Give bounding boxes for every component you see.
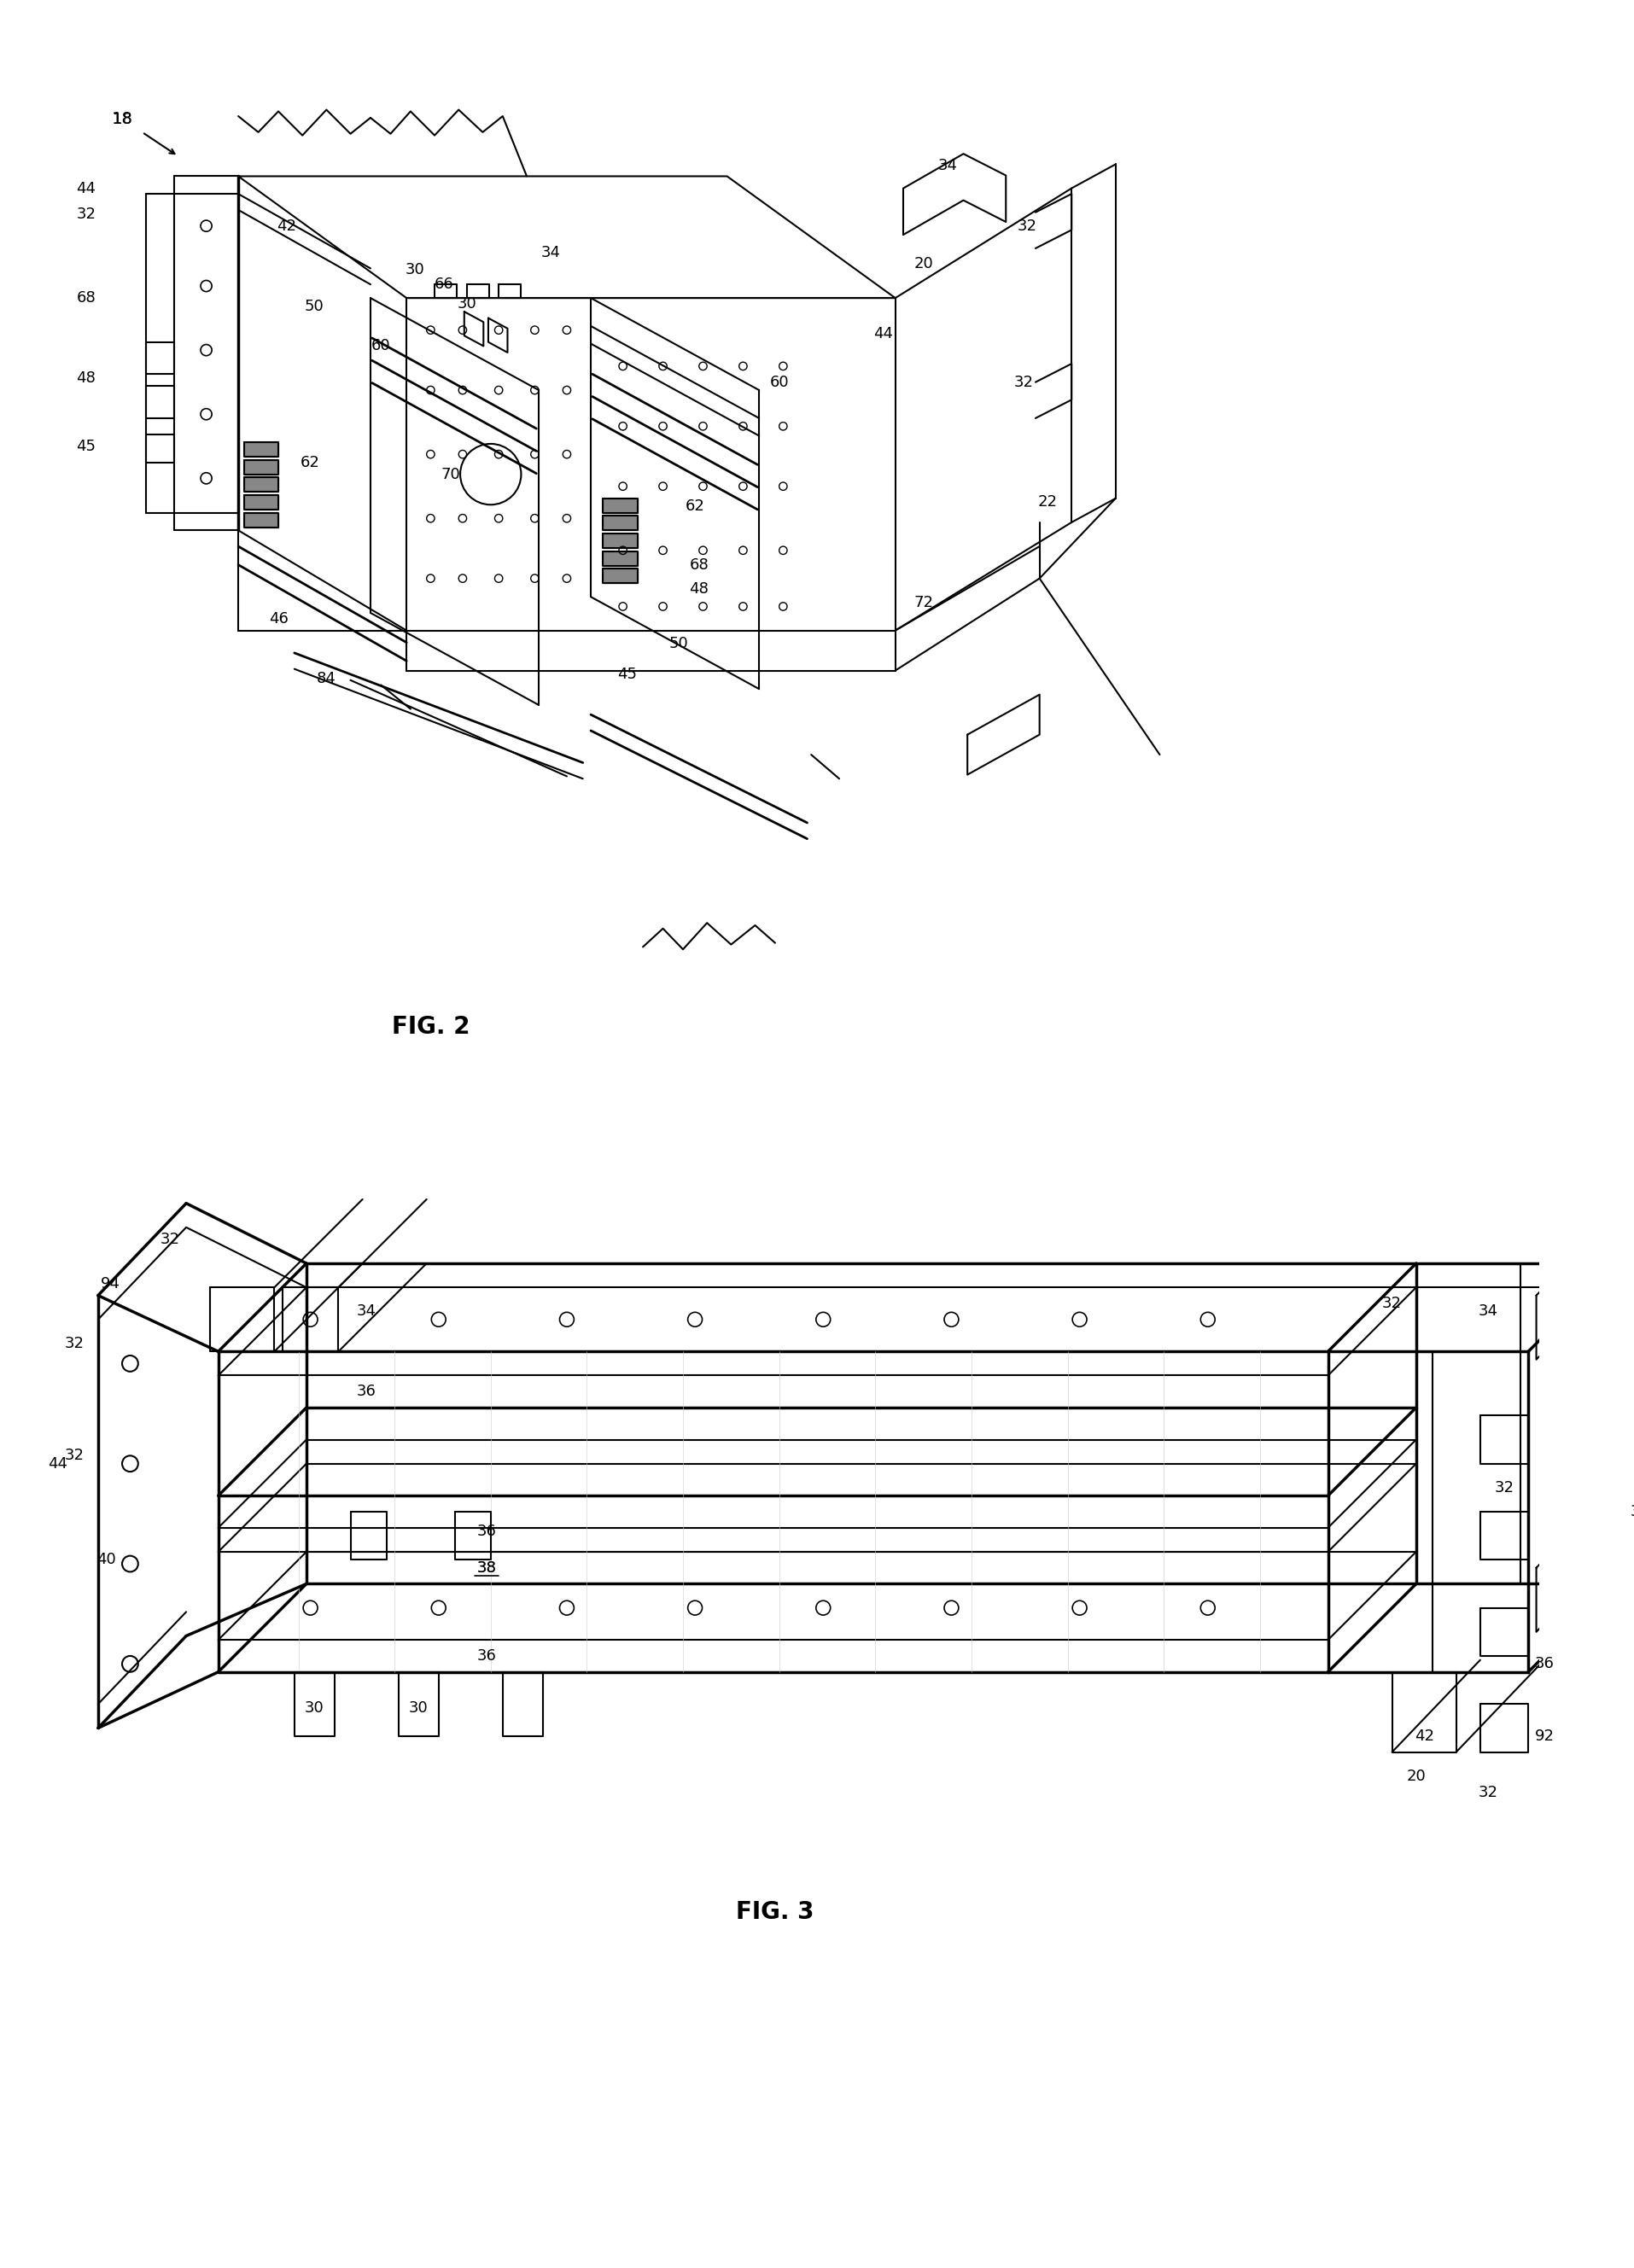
- Text: 34: 34: [938, 159, 958, 175]
- Polygon shape: [243, 513, 278, 526]
- Polygon shape: [243, 479, 278, 492]
- Text: 36: 36: [1534, 1656, 1554, 1672]
- Text: 50: 50: [670, 635, 688, 651]
- Text: 94: 94: [100, 1275, 119, 1290]
- Text: FIG. 2: FIG. 2: [392, 1016, 469, 1039]
- Text: 32: 32: [77, 206, 96, 222]
- Text: 22: 22: [1038, 494, 1057, 510]
- Polygon shape: [243, 460, 278, 474]
- Text: 32: 32: [1382, 1295, 1402, 1311]
- Text: 30: 30: [405, 263, 425, 277]
- Text: 34: 34: [356, 1304, 376, 1320]
- Text: 46: 46: [268, 610, 288, 626]
- Text: 36: 36: [356, 1383, 376, 1399]
- Text: 50: 50: [304, 299, 324, 313]
- Text: 30: 30: [304, 1701, 324, 1715]
- Text: 66: 66: [435, 277, 454, 293]
- Text: 30: 30: [458, 295, 477, 311]
- Polygon shape: [243, 442, 278, 456]
- Text: 36: 36: [477, 1524, 497, 1540]
- Text: 44: 44: [47, 1456, 69, 1472]
- Text: 40: 40: [96, 1551, 116, 1567]
- Text: 20: 20: [1407, 1769, 1426, 1785]
- Text: 38: 38: [477, 1560, 497, 1576]
- Text: 32: 32: [64, 1336, 83, 1352]
- Text: 34: 34: [541, 245, 560, 261]
- Text: FIG. 3: FIG. 3: [735, 1901, 814, 1923]
- Text: 32: 32: [160, 1232, 180, 1247]
- Text: 72: 72: [913, 594, 933, 610]
- Text: 30: 30: [408, 1701, 428, 1715]
- Polygon shape: [603, 551, 637, 565]
- Polygon shape: [603, 499, 637, 513]
- Polygon shape: [603, 515, 637, 531]
- Text: 32: 32: [1479, 1785, 1498, 1801]
- Text: 92: 92: [1534, 1728, 1554, 1744]
- Text: 20: 20: [913, 256, 933, 272]
- Text: 32: 32: [1495, 1481, 1515, 1495]
- Text: 70: 70: [441, 467, 461, 481]
- Text: 18: 18: [113, 111, 132, 127]
- Text: 62: 62: [301, 454, 320, 469]
- Text: 60: 60: [371, 338, 391, 354]
- Text: 62: 62: [685, 499, 704, 515]
- Text: 68: 68: [77, 290, 96, 306]
- Text: 34: 34: [1631, 1504, 1634, 1520]
- Text: 36: 36: [477, 1649, 497, 1665]
- Text: 84: 84: [317, 671, 337, 687]
- Text: 38: 38: [477, 1560, 497, 1576]
- Text: 32: 32: [1018, 218, 1038, 234]
- Text: 44: 44: [874, 327, 894, 342]
- Text: 18: 18: [111, 111, 132, 127]
- Text: 32: 32: [1013, 374, 1033, 390]
- Text: 60: 60: [770, 374, 789, 390]
- Polygon shape: [603, 569, 637, 583]
- Text: 32: 32: [64, 1447, 83, 1463]
- Text: 48: 48: [690, 581, 709, 596]
- Text: 42: 42: [1415, 1728, 1435, 1744]
- Text: 45: 45: [618, 667, 637, 683]
- Text: 45: 45: [77, 438, 96, 454]
- Polygon shape: [243, 494, 278, 510]
- Text: 68: 68: [690, 558, 709, 572]
- Polygon shape: [603, 533, 637, 549]
- Text: 34: 34: [1479, 1304, 1498, 1320]
- Text: 44: 44: [77, 181, 96, 195]
- Text: 42: 42: [276, 218, 296, 234]
- Text: 48: 48: [77, 370, 96, 386]
